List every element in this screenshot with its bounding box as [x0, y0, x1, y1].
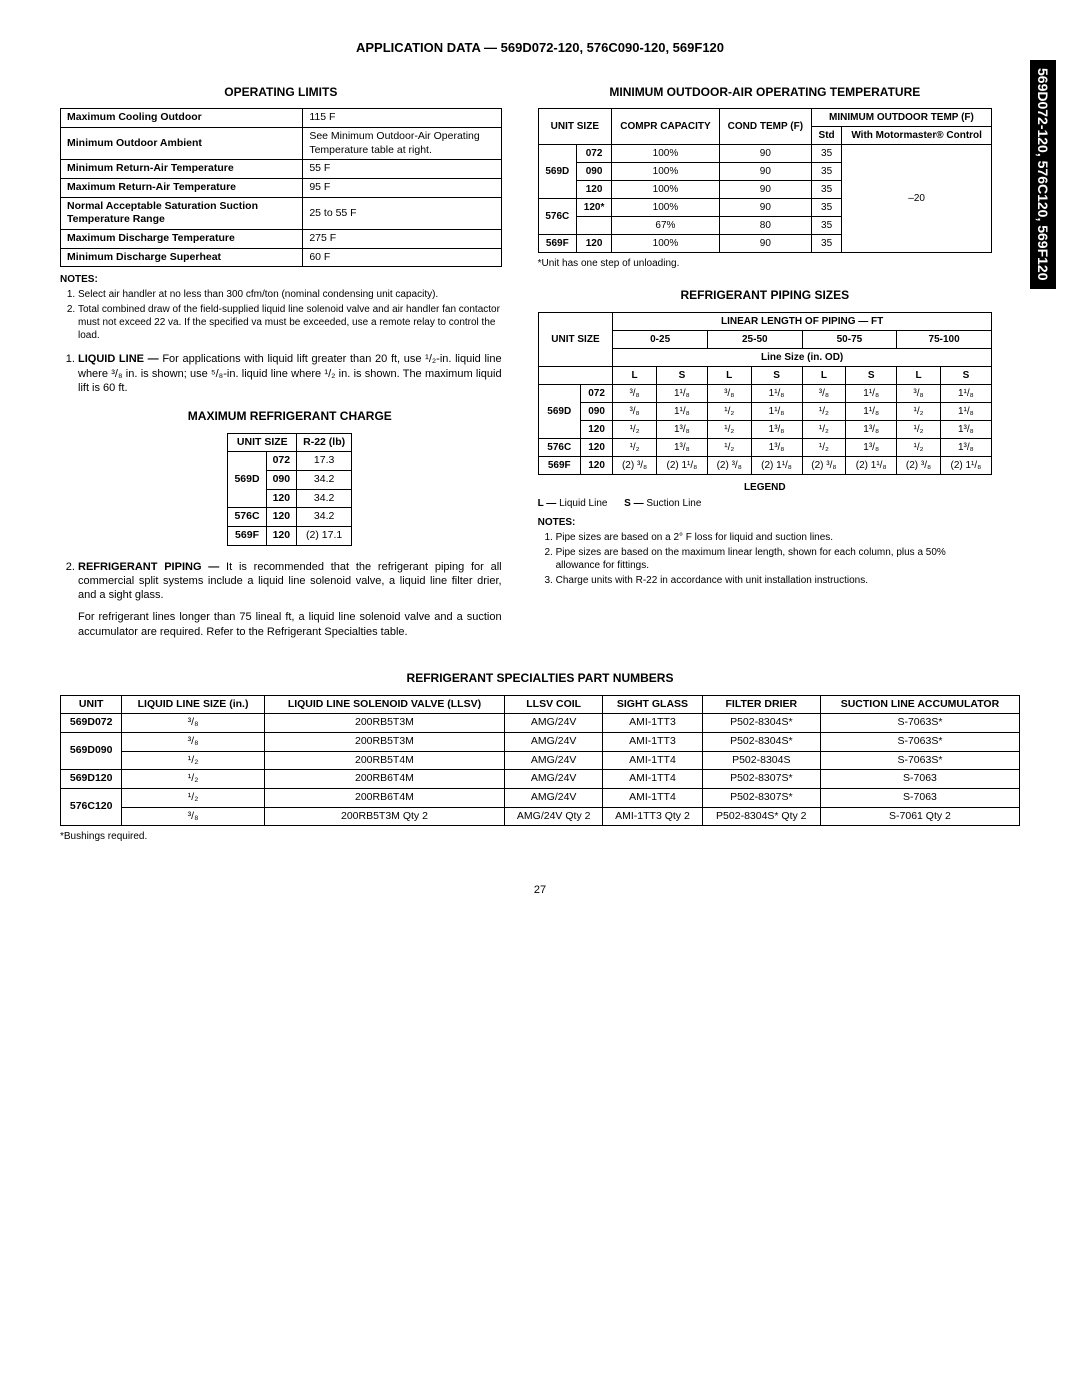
specialties-footnote: *Bushings required. [60, 830, 1020, 843]
op-limit-label: Normal Acceptable Saturation Suction Tem… [61, 197, 303, 229]
note-item: Pipe sizes are based on the maximum line… [556, 546, 992, 572]
note-item: Pipe sizes are based on a 2° F loss for … [556, 531, 992, 544]
piping-title: REFRIGERANT PIPING SIZES [538, 288, 992, 304]
op-limit-value: 95 F [303, 179, 501, 198]
notes-header: NOTES: [60, 273, 502, 286]
operating-limits-notes: Select air handler at no less than 300 c… [78, 288, 502, 342]
page-title: APPLICATION DATA — 569D072-120, 576C090-… [60, 40, 1020, 57]
max-charge-table: UNIT SIZE R-22 (lb) 569D07217.309034.212… [227, 433, 352, 546]
op-limit-value: 25 to 55 F [303, 197, 501, 229]
piping-notes: Pipe sizes are based on a 2° F loss for … [556, 531, 992, 587]
min-outdoor-table: UNIT SIZE COMPR CAPACITY COND TEMP (F) M… [538, 108, 992, 253]
op-limit-value: 60 F [303, 248, 501, 267]
legend-line: L — Liquid Line S — Suction Line [538, 497, 992, 510]
op-limit-label: Maximum Discharge Temperature [61, 229, 303, 248]
piping-table: UNIT SIZE LINEAR LENGTH OF PIPING — FT 0… [538, 312, 992, 475]
note-item: Select air handler at no less than 300 c… [78, 288, 502, 301]
refrigerant-piping-item: REFRIGERANT PIPING — It is recommended t… [78, 560, 502, 639]
op-limit-label: Minimum Outdoor Ambient [61, 128, 303, 160]
op-limit-label: Maximum Cooling Outdoor [61, 109, 303, 128]
op-limit-value: 55 F [303, 160, 501, 179]
liquid-line-item: LIQUID LINE — For applications with liqu… [78, 352, 502, 545]
op-limit-value: 115 F [303, 109, 501, 128]
operating-limits-table: Maximum Cooling Outdoor115 FMinimum Outd… [60, 108, 502, 267]
op-limit-label: Minimum Discharge Superheat [61, 248, 303, 267]
op-limit-label: Maximum Return-Air Temperature [61, 179, 303, 198]
op-limit-label: Minimum Return-Air Temperature [61, 160, 303, 179]
min-outdoor-title: MINIMUM OUTDOOR-AIR OPERATING TEMPERATUR… [538, 85, 992, 101]
page-number: 27 [60, 883, 1020, 897]
body-list: LIQUID LINE — For applications with liqu… [78, 352, 502, 639]
specialties-title: REFRIGERANT SPECIALTIES PART NUMBERS [60, 671, 1020, 687]
max-charge-title: MAXIMUM REFRIGERANT CHARGE [78, 409, 502, 425]
min-outdoor-footnote: *Unit has one step of unloading. [538, 257, 992, 270]
note-item: Charge units with R-22 in accordance wit… [556, 574, 992, 587]
operating-limits-title: OPERATING LIMITS [60, 85, 502, 101]
legend-header: LEGEND [538, 481, 992, 494]
op-limit-value: 275 F [303, 229, 501, 248]
op-limit-value: See Minimum Outdoor-Air Operating Temper… [303, 128, 501, 160]
side-tab: 569D072-120, 576C120, 569F120 [1030, 60, 1056, 289]
note-item: Total combined draw of the field-supplie… [78, 303, 502, 342]
specialties-table: UNITLIQUID LINE SIZE (in.)LIQUID LINE SO… [60, 695, 1020, 826]
piping-notes-header: NOTES: [538, 516, 992, 529]
